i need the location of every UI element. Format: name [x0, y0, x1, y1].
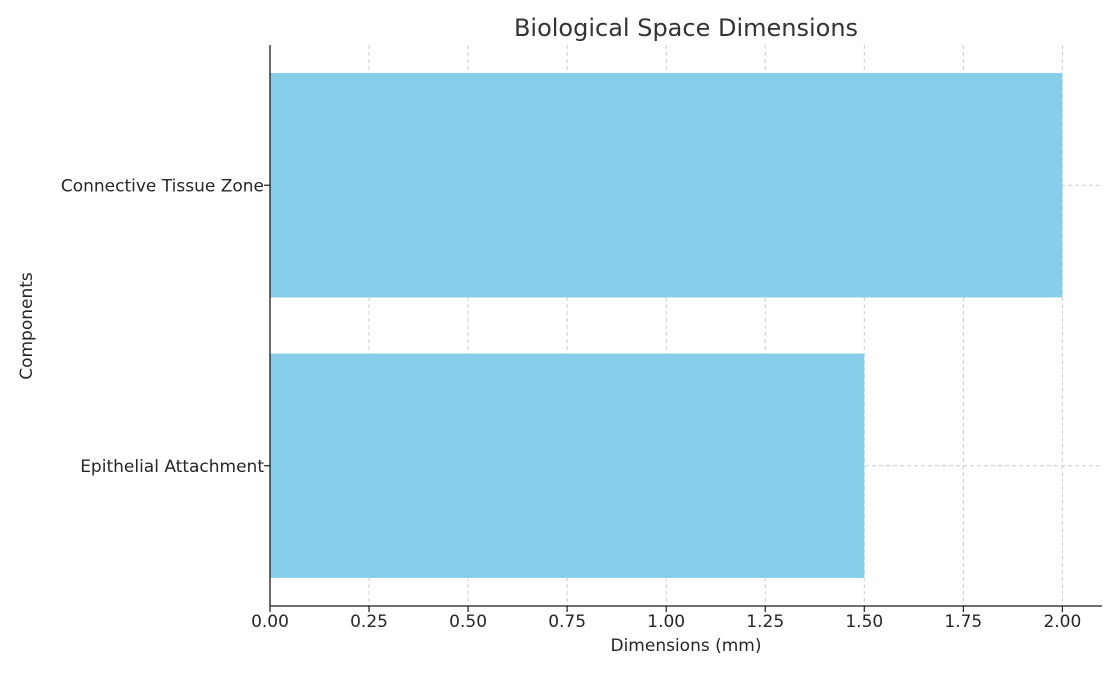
x-tick-label: 1.00: [647, 612, 685, 632]
x-tick-label: 0.25: [350, 612, 388, 632]
y-categories: Connective Tissue Zone Epithelial Attachm…: [61, 176, 270, 477]
x-tick-label: 0.75: [548, 612, 586, 632]
bar: [270, 353, 865, 578]
x-tick-label: 1.25: [746, 612, 784, 632]
x-tick-label: 1.75: [944, 612, 982, 632]
x-tick-label: 1.50: [845, 612, 883, 632]
y-category-label: Connective Tissue Zone: [61, 176, 264, 196]
x-tick-label: 0.50: [449, 612, 487, 632]
x-ticks: 0.00 0.25 0.50 0.75 1.00 1.25 1.50 1.75 2.00: [251, 606, 1081, 632]
y-category-label: Epithelial Attachment: [80, 457, 264, 477]
x-axis-label: Dimensions (mm): [610, 636, 761, 656]
x-tick-label: 0.00: [251, 612, 289, 632]
x-tick-label: 2.00: [1043, 612, 1081, 632]
bars-layer: [270, 73, 1063, 578]
bar: [270, 73, 1063, 298]
chart-title: Biological Space Dimensions: [514, 14, 858, 42]
y-axis-label: Components: [17, 272, 37, 380]
